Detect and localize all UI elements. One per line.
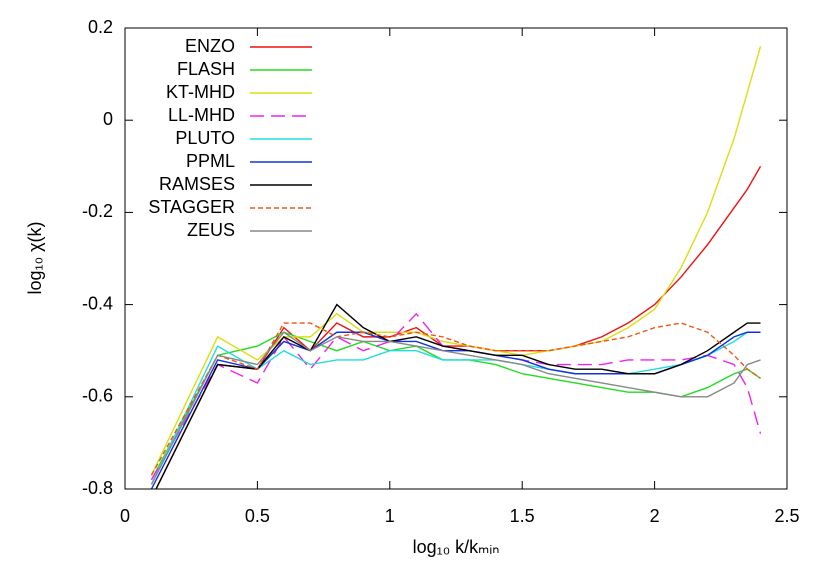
legend-label: KT-MHD	[166, 82, 235, 102]
x-tick-label: 2.5	[774, 506, 799, 526]
x-tick-label: 0	[120, 506, 130, 526]
legend-label: ZEUS	[187, 220, 235, 240]
series-line	[155, 165, 762, 489]
legend-label: FLASH	[177, 59, 235, 79]
y-axis-label: log₁₀ χ(k)	[25, 221, 45, 294]
y-tick-label: -0.4	[82, 293, 113, 313]
legend-label: LL-MHD	[168, 105, 235, 125]
legend-label: RAMSES	[159, 174, 235, 194]
legend-label: ENZO	[185, 36, 235, 56]
series-line	[150, 46, 762, 476]
series-line	[150, 331, 761, 481]
y-tick-label: -0.8	[82, 478, 113, 498]
series-line	[155, 303, 761, 489]
x-tick-label: 1.5	[510, 506, 535, 526]
y-tick-label: -0.2	[82, 201, 113, 221]
series-line	[150, 331, 761, 485]
x-tick-label: 0.5	[245, 506, 270, 526]
legend-label: PPML	[186, 151, 235, 171]
legend-label: PLUTO	[175, 128, 235, 148]
x-axis-label: log₁₀ k/kₘᵢₙ	[413, 537, 500, 557]
plot-frame	[124, 27, 788, 490]
y-tick-label: -0.6	[82, 386, 113, 406]
x-tick-label: 2	[650, 506, 660, 526]
plot-area	[150, 46, 762, 489]
series-line	[150, 312, 762, 481]
y-tick-label: 0	[103, 109, 113, 129]
legend-label: STAGGER	[148, 197, 235, 217]
series-line	[150, 322, 761, 476]
series-line	[150, 331, 761, 485]
x-tick-label: 1	[385, 506, 395, 526]
series-line	[150, 331, 761, 489]
y-tick-label: 0.2	[88, 17, 113, 37]
